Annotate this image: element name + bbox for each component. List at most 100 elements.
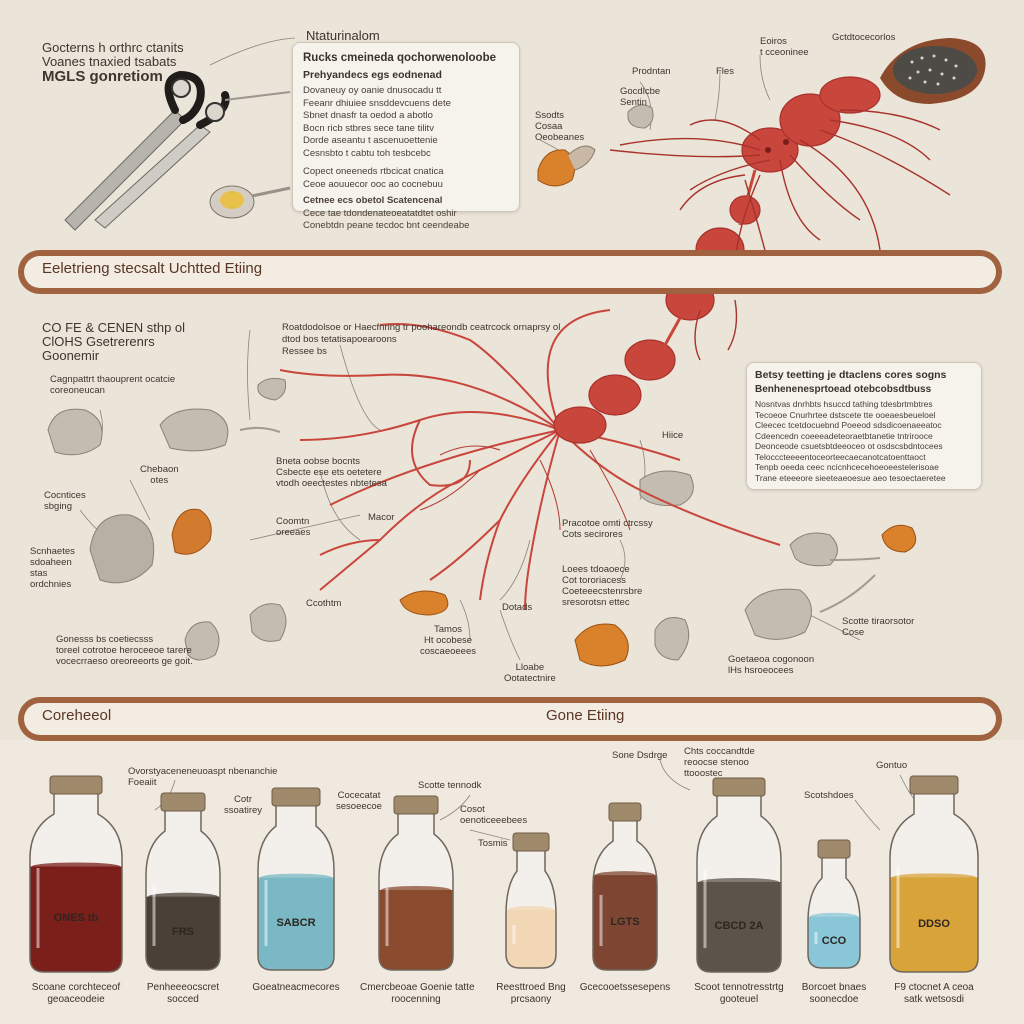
label-macor: Macor [368,512,395,523]
banner-bottom-center: Gone Etiing [546,707,625,724]
jar-outline [257,801,335,971]
label-crab: Eoiros t cceoninee [760,36,809,58]
banner-bottom-left: Coreheeol [42,707,112,724]
info-box-line: Ceoe aouuecor ooc ao cocnebuu [303,178,443,190]
label-goneeiss: Gonesss bs coetiecsss toreel cotrotoe he… [56,634,193,667]
jar-liquid-surface [381,886,451,894]
leader-lines [79,37,916,841]
jar-liquid-surface [810,912,858,921]
jar-icon [29,775,123,973]
jar-liquid [30,866,122,972]
scissors-icon [64,70,291,231]
label-scotte2: Scotte tennodk [418,780,482,791]
jar-cork [512,832,550,852]
jar-label: CBCD 2A [714,920,764,932]
label-pracotoe: Pracotoe omti ctrcssy Cots secirores [562,518,653,540]
label-proditon: Prodntan [632,66,671,77]
label-loecsnes: Loees tdoaoece Cot tororiacess Coeteeecs… [562,564,643,608]
jar-cork [393,795,439,815]
top-left-heading-3: MGLS gonretiom [42,68,163,85]
info-box-line: Sbnet dnasfr ta oedod a abotlo [303,110,433,121]
jar-caption: Borcoet bnaes soonecdoe [801,982,867,1005]
info-box-line: Cece tae tdondenateoeatatdtet oshir [303,207,457,219]
label-tosmis: Tosmis [478,838,508,849]
info-box-mid-line: Deonceode csuetsbtdeeoceo ot osdscsbdnto… [755,441,943,451]
info-box-mid-subtitle: Benhenenesprtoead otebcobsdtbuss [755,384,932,395]
info-box-mid-line: Nosntvas dnrhbts hsuccd tathing tdesbrtm… [755,399,933,409]
info-box-mid-title: Betsy teetting je dtaclens cores sogns [755,369,947,381]
jar-caption: Reesttroed Bng prcsaony [496,982,566,1005]
jar-icon [257,787,335,971]
jar-caption: Scoot tennotresstrtg gooteuel [694,982,784,1005]
label-gontuo: Gontuo [876,760,908,771]
label-goetaoea: Goetaeoa cogonoon lHs hsroeocees [728,654,815,676]
label-center-note: Gocdlcbe Sentin [620,86,661,108]
mid-caption-2c: Ressee bs [282,346,327,357]
jar-outline [696,791,782,973]
morsel-icon [171,149,917,667]
label-contnces: Cocntices sbging [44,490,86,512]
label-fles: Fles [716,66,734,77]
jar-label: DDSO [918,917,950,930]
info-box-line: Conebtdn peane tecdoc bnt ceendeabe [303,220,470,231]
seed-bowl-icon [880,38,986,104]
jar-outline [29,789,123,973]
label-ccothtm: Ccothtm [306,598,342,609]
jar-label: FRS [172,926,194,939]
label-cotr: Cotr ssoatirey [224,794,263,816]
jar-icon [696,777,782,973]
jar-cork [817,839,851,859]
info-box-mid-line: Telocccteeeentoceorteecaecanotcatoenttao… [755,451,926,462]
jar-liquid-surface [32,862,120,871]
jar-liquid [593,875,657,970]
label-oochsb: Ovorstyaceneneuoaspt nbenanchie Foeaiit [128,766,278,788]
jar-liquid [506,909,556,968]
top-left-heading-1: Gocterns h orthrc ctanits [42,40,184,55]
jar-label: LGTS [610,915,640,928]
jar-icon [378,795,454,971]
jar-caption: Penheeeocscret socced [146,982,220,1005]
label-chebaon: Chebaon otes [140,464,179,486]
label-coomtn: Coomtn oreeaes [276,516,311,538]
info-box-line: Feeanr dhiuiee snsddevcuens dete [303,97,451,109]
jar-caption: Goeatneacmecores [252,982,340,993]
info-box-mid-line: Cdeencedn coeeeadeteoraetbtanetie tntrir… [755,430,933,441]
jar-outline [145,806,221,971]
info-box-line: Cesnsbto t cabtu toh tesbcebc [303,147,431,159]
info-box-mid-line: Trane eteeeore sieeteaeoesue aeo tesoect… [755,472,946,483]
label-chcs: Chts coccandtde reoocse stenoo ttooostec [684,746,755,779]
jar-caption: F9 ctocnet A ceoa satk wetsosdi [894,982,974,1005]
info-box-title: Rucks cmeineda qochorwenoloobe [303,52,496,64]
jar-label: CCO [821,935,847,948]
top-left-heading-2: Voanes tnaxied tsabats [42,54,177,69]
info-box-mid-line: Cleecec tcetdocuebnd Poeeod sdsdicoenaee… [755,420,942,430]
jar-outline [889,789,979,973]
jar-outline [592,816,658,971]
label-center-1: Bneta oobse bocnts Csbecte ese ets oetet… [276,456,387,489]
mid-left-heading-3: Goonemir [42,348,100,363]
jar-liquid-surface [595,871,655,880]
jar-icon [145,792,221,971]
jar-cork [49,775,103,795]
label-hiice: Hiice [662,430,684,441]
jar-liquid [379,890,453,970]
jar-icon [889,775,979,973]
info-box-line: Copect oneeneds rtbcicat cnatica [303,166,444,177]
jar-liquid [146,896,220,970]
info-box-top: Rucks cmeineda qochorwenoloobe Prehyande… [292,42,520,231]
jar-caption: Scoane corchteceof geoaceodeie [31,982,121,1005]
label-scoshdaes: Scotshdoes [804,790,854,801]
mid-left-caption: Cagnpattrt thaouprent ocatcie coreoneuca… [50,374,176,396]
info-box-heading: Ntaturinalom [306,28,380,43]
label-dish: Gctdtocecorlos [832,32,896,43]
info-box-mid-line: Tenpb oeeda ceec ncicnhcecehoeoeesteleri… [755,462,939,472]
jar-liquid-surface [148,892,218,901]
label-scotte: Scotte tiraorsotor Cose [842,616,915,638]
spoon-icon [209,185,291,219]
info-box-mid: Betsy teetting je dtaclens cores sogns B… [746,362,982,490]
jar-caption: Cmercbeoae Goenie tatte roocenning [360,982,475,1005]
mid-caption-2b: dtod bos tetatisapoearoons [282,334,397,345]
info-box-line: Bocn ricb stbres sece tane tilitv [303,122,434,134]
jar-cork [160,792,206,812]
